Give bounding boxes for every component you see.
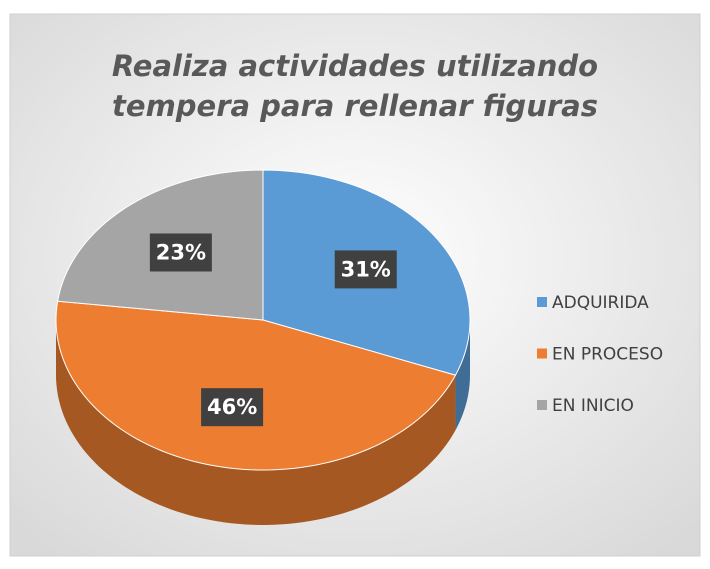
pie-slice bbox=[55, 300, 457, 525]
pie-slice-side bbox=[455, 320, 470, 431]
legend-label: ADQUIRIDA bbox=[552, 293, 649, 313]
data-label: 46% bbox=[207, 395, 257, 419]
data-label: 23% bbox=[156, 240, 206, 264]
chart-title: Realiza actividades utilizando tempera p… bbox=[111, 49, 599, 123]
data-label-box bbox=[149, 233, 212, 272]
legend-swatch bbox=[537, 348, 547, 359]
pie-slice-side bbox=[56, 320, 456, 525]
legend-label: EN INICIO bbox=[552, 396, 634, 416]
legend-swatch bbox=[537, 297, 547, 307]
pie-slice-top bbox=[55, 300, 457, 471]
legend-label: EN PROCESO bbox=[552, 345, 663, 365]
data-label: 31% bbox=[341, 257, 391, 281]
legend-swatch bbox=[537, 400, 547, 410]
data-label-box bbox=[201, 388, 264, 427]
data-label-box bbox=[334, 250, 397, 289]
